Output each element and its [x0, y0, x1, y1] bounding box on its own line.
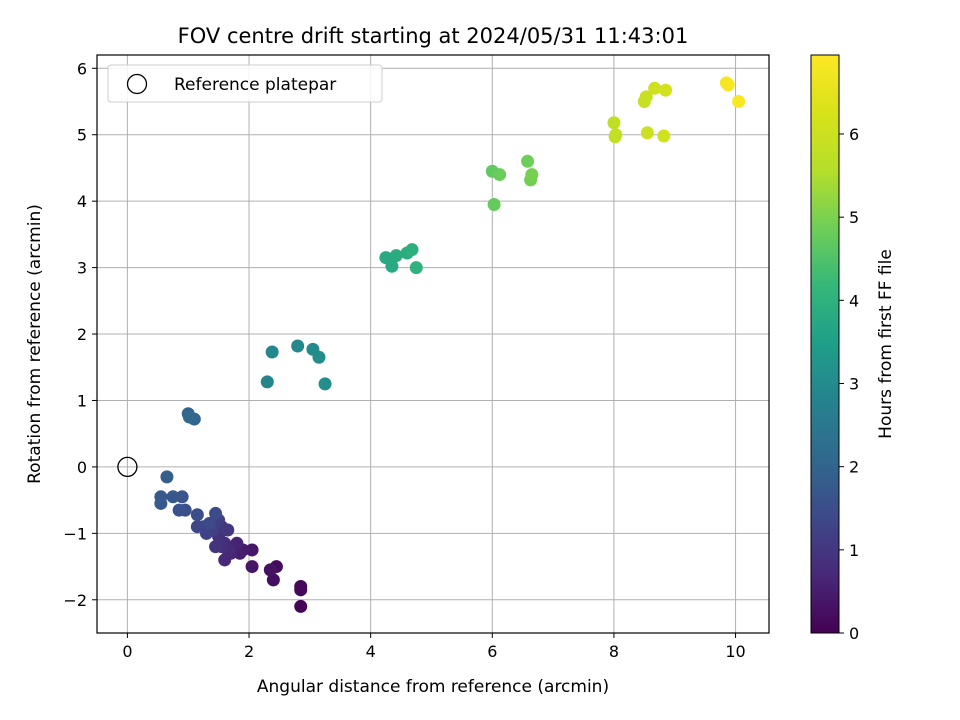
data-point — [209, 506, 223, 520]
data-point — [209, 540, 223, 554]
y-tick-label: 4 — [77, 192, 87, 211]
data-point — [154, 496, 168, 510]
data-point — [607, 116, 621, 130]
data-point — [521, 154, 535, 168]
colorbar-tick-label: 0 — [849, 624, 859, 643]
x-tick-label: 0 — [122, 642, 132, 661]
x-tick-label: 6 — [487, 642, 497, 661]
x-tick-label: 4 — [366, 642, 376, 661]
y-tick-label: 6 — [77, 59, 87, 78]
x-tick-label: 10 — [725, 642, 745, 661]
plot-frame — [96, 54, 770, 634]
reference-layer — [117, 456, 138, 478]
x-axis-label: Angular distance from reference (arcmin) — [257, 677, 609, 697]
data-point — [182, 410, 196, 424]
data-point — [609, 128, 623, 142]
data-point — [166, 490, 180, 504]
y-tick-label: 3 — [77, 259, 87, 278]
y-tick-label: 2 — [77, 325, 87, 344]
data-point — [190, 520, 204, 534]
data-point — [409, 261, 423, 275]
colorbar-tick-label: 2 — [849, 458, 859, 477]
x-tick-label: 8 — [609, 642, 619, 661]
y-tick-label: 1 — [77, 391, 87, 410]
data-points — [154, 76, 746, 613]
x-tick-label: 2 — [244, 642, 254, 661]
y-tick-label: 0 — [77, 458, 87, 477]
colorbar-tick-label: 6 — [849, 125, 859, 144]
grid-lines — [97, 55, 769, 633]
data-point — [260, 375, 274, 389]
data-point — [218, 553, 232, 567]
data-point — [639, 90, 653, 104]
data-point — [245, 560, 259, 574]
data-point — [245, 543, 259, 557]
legend-reference-marker — [126, 73, 148, 95]
data-point — [657, 129, 671, 143]
data-point — [493, 168, 507, 182]
data-point — [190, 508, 204, 522]
legend: Reference platepar — [107, 64, 383, 103]
legend-entry-reference: Reference platepar — [174, 75, 336, 95]
data-point — [389, 249, 403, 263]
data-point — [263, 563, 277, 577]
y-tick-label: −2 — [63, 591, 87, 610]
y-tick-label: 5 — [77, 126, 87, 145]
colorbar — [810, 54, 840, 634]
data-point — [312, 350, 326, 364]
data-point — [160, 470, 174, 484]
legend-box — [107, 64, 383, 103]
data-point — [659, 83, 673, 97]
y-axis-ticks: −2 −1 0 1 2 3 4 5 6 — [63, 59, 97, 610]
data-point — [525, 168, 539, 182]
data-point — [318, 377, 332, 391]
data-point — [294, 583, 308, 597]
data-point — [294, 599, 308, 613]
colorbar-ticks: 0 1 2 3 4 5 6 — [839, 125, 859, 643]
data-point — [172, 503, 186, 517]
data-point — [385, 259, 399, 273]
data-point — [230, 536, 244, 550]
data-point — [175, 490, 189, 504]
data-point — [265, 345, 279, 359]
data-point — [291, 339, 305, 353]
y-tick-label: −1 — [63, 524, 87, 543]
data-point — [266, 573, 280, 587]
data-point — [721, 78, 735, 92]
colorbar-tick-label: 4 — [849, 291, 859, 310]
colorbar-tick-label: 5 — [849, 208, 859, 227]
data-point — [487, 197, 501, 211]
y-axis-label: Rotation from reference (arcmin) — [25, 204, 45, 484]
colorbar-label: Hours from first FF file — [876, 249, 896, 439]
colorbar-tick-label: 3 — [849, 375, 859, 394]
data-point — [648, 81, 662, 95]
data-point — [640, 126, 654, 140]
data-point — [203, 516, 217, 530]
data-point — [405, 243, 419, 257]
data-point — [732, 95, 746, 109]
colorbar-tick-label: 1 — [849, 541, 859, 560]
chart-title: FOV centre drift starting at 2024/05/31 … — [178, 24, 689, 48]
reference-platepar-marker — [117, 456, 138, 478]
x-axis-ticks: 0 2 4 6 8 10 — [122, 633, 746, 661]
